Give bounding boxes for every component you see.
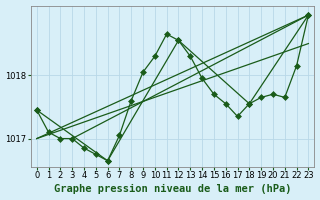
X-axis label: Graphe pression niveau de la mer (hPa): Graphe pression niveau de la mer (hPa) xyxy=(54,184,291,194)
